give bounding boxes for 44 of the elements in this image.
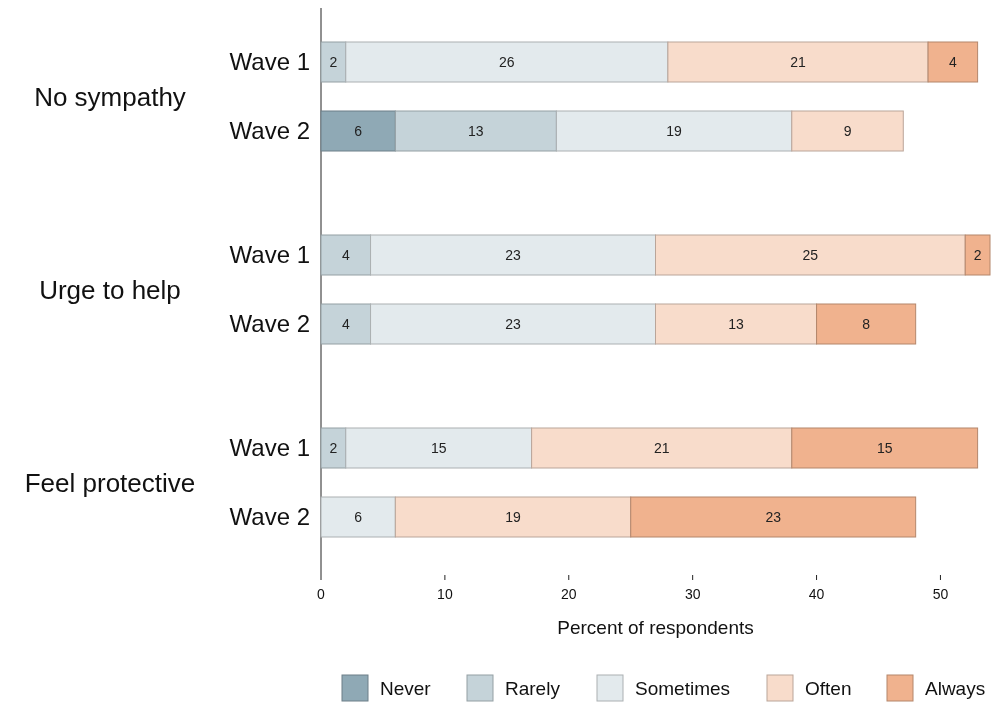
data-label: 19 xyxy=(666,122,683,139)
data-label: 19 xyxy=(505,508,522,525)
data-label: 23 xyxy=(505,246,522,263)
legend-label: Never xyxy=(380,677,432,699)
data-label: 4 xyxy=(341,246,350,263)
legend-label: Often xyxy=(805,677,852,699)
data-label: 4 xyxy=(948,53,957,70)
text: Urge to help xyxy=(39,274,181,305)
x-tick-label: 20 xyxy=(560,586,577,602)
y-tick-label: Wave 1 xyxy=(229,48,310,76)
text: No sympathy xyxy=(34,81,186,112)
data-label: 23 xyxy=(505,315,522,332)
data-label: 15 xyxy=(430,439,447,456)
data-label: 6 xyxy=(354,122,363,139)
data-label: 23 xyxy=(765,508,782,525)
data-label: 26 xyxy=(499,53,515,70)
data-label: 2 xyxy=(329,53,338,70)
x-tick-label: 0 xyxy=(317,586,326,602)
data-label: 8 xyxy=(862,315,871,332)
data-label: 6 xyxy=(354,508,363,525)
data-label: 2 xyxy=(329,439,338,456)
y-tick-label: Wave 2 xyxy=(229,503,310,531)
x-tick-label: 40 xyxy=(808,586,825,602)
data-label: 13 xyxy=(728,315,745,332)
x-tick-label: 50 xyxy=(932,586,949,602)
data-label: 21 xyxy=(653,439,670,456)
data-label: 15 xyxy=(876,439,893,456)
y-tick-label: Wave 2 xyxy=(229,117,310,145)
x-tick-label: 30 xyxy=(684,586,701,602)
legend-label: Sometimes xyxy=(635,677,731,699)
x-tick-label: 10 xyxy=(437,586,453,602)
x-axis-title: Percent of respondents xyxy=(557,617,754,638)
data-label: 25 xyxy=(802,246,819,263)
data-label: 13 xyxy=(468,122,484,139)
data-label: 4 xyxy=(341,315,350,332)
text: Feel protective xyxy=(24,467,196,498)
data-label: 9 xyxy=(843,122,852,139)
legend-label: Rarely xyxy=(505,677,561,699)
data-label: 21 xyxy=(790,53,806,70)
y-tick-label: Wave 2 xyxy=(229,310,310,338)
y-tick-label: Wave 1 xyxy=(229,241,310,269)
y-tick-label: Wave 1 xyxy=(229,434,310,462)
data-label: 2 xyxy=(973,246,982,263)
legend-label: Always xyxy=(925,677,986,699)
